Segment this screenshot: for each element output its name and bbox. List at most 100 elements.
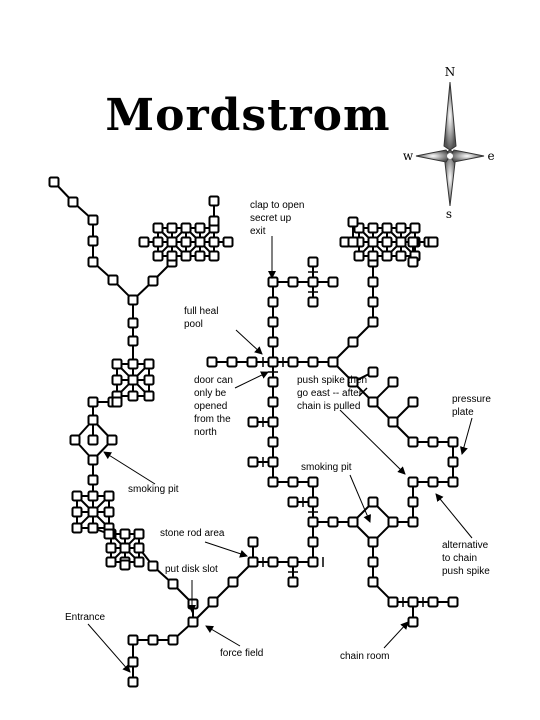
svg-text:only be: only be (194, 388, 227, 399)
room-node (147, 634, 159, 646)
room-node (447, 596, 459, 608)
room-node (247, 556, 259, 568)
room-node (143, 374, 155, 386)
room-node (307, 256, 319, 268)
label-smoking-pit-right: smoking pit (301, 462, 352, 473)
room-node (387, 596, 399, 608)
room-node (447, 436, 459, 448)
room-node (246, 356, 258, 368)
label-entrance: Entrance (65, 612, 105, 623)
room-node (387, 376, 399, 388)
label-disk-slot: put disk slot (165, 564, 218, 575)
room-node (287, 476, 299, 488)
room-node (407, 236, 419, 248)
room-node (367, 396, 379, 408)
room-node (87, 256, 99, 268)
room-node (180, 222, 192, 234)
room-node (87, 414, 99, 426)
room-node (69, 434, 81, 446)
room-node (381, 222, 393, 234)
room-node (87, 396, 99, 408)
svg-text:secret up: secret up (250, 213, 292, 224)
room-node (367, 556, 379, 568)
room-node (167, 634, 179, 646)
room-node (106, 434, 118, 446)
room-node (208, 215, 220, 227)
room-node (127, 374, 139, 386)
room-node (407, 616, 419, 628)
room-node (347, 236, 359, 248)
room-node (381, 250, 393, 262)
room-node (395, 236, 407, 248)
compass-rose-icon (415, 81, 485, 207)
room-node (71, 522, 83, 534)
room-node (267, 436, 279, 448)
label-chain-room: chain room (340, 651, 389, 662)
room-node (395, 222, 407, 234)
room-node (207, 596, 219, 608)
room-node (227, 576, 239, 588)
svg-text:push spike: push spike (442, 566, 490, 577)
room-node (152, 222, 164, 234)
room-node (105, 542, 117, 554)
room-node (447, 476, 459, 488)
room-node (347, 336, 359, 348)
room-node (367, 296, 379, 308)
room-node (267, 356, 279, 368)
room-node (427, 236, 439, 248)
svg-text:push spike then: push spike then (297, 375, 367, 386)
room-node (167, 578, 179, 590)
room-node (103, 528, 115, 540)
room-node (208, 250, 220, 262)
room-node (127, 390, 139, 402)
room-node (267, 316, 279, 328)
room-node (267, 296, 279, 308)
room-node (166, 236, 178, 248)
room-node (307, 516, 319, 528)
room-node (152, 250, 164, 262)
room-node (71, 490, 83, 502)
compass-south: s (446, 207, 452, 221)
room-node (247, 456, 259, 468)
room-node (307, 476, 319, 488)
room-node (127, 317, 139, 329)
room-node (347, 516, 359, 528)
room-node (307, 276, 319, 288)
room-node (111, 396, 123, 408)
room-node (347, 376, 359, 388)
room-node (187, 616, 199, 628)
room-node (407, 476, 419, 488)
room-nodes (48, 176, 459, 688)
room-node (87, 474, 99, 486)
room-node (267, 476, 279, 488)
annotation-arrows (87, 236, 473, 673)
room-node (48, 176, 60, 188)
room-node (427, 476, 439, 488)
room-node (407, 256, 419, 268)
room-node (87, 490, 99, 502)
svg-text:alternative: alternative (442, 540, 489, 551)
room-node (87, 506, 99, 518)
svg-text:from the: from the (194, 414, 231, 425)
room-node (327, 516, 339, 528)
room-node (127, 656, 139, 668)
room-node (87, 522, 99, 534)
room-node (307, 496, 319, 508)
room-node (111, 358, 123, 370)
room-node (327, 356, 339, 368)
room-node (187, 598, 199, 610)
room-node (127, 676, 139, 688)
room-node (87, 214, 99, 226)
room-node (267, 336, 279, 348)
room-node (208, 195, 220, 207)
room-node (133, 528, 145, 540)
room-node (143, 390, 155, 402)
door-marks (262, 271, 424, 607)
room-node (287, 356, 299, 368)
room-node (367, 250, 379, 262)
room-node (119, 559, 131, 571)
label-stone-rod-area: stone rod area (160, 528, 225, 539)
room-node (407, 516, 419, 528)
